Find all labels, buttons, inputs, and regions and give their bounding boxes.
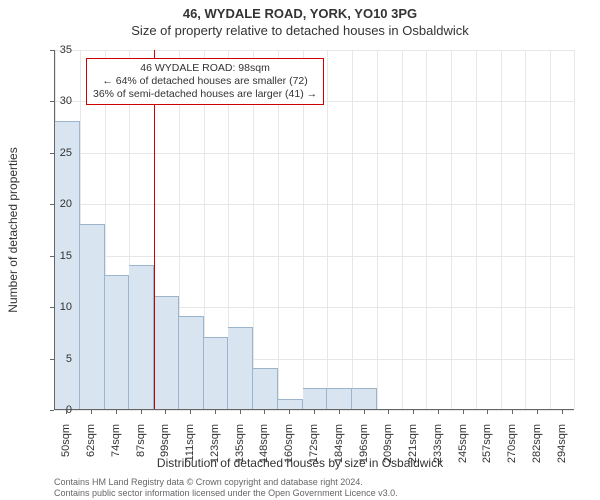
x-tick-label: 233sqm	[432, 424, 444, 464]
x-tick-label: 294sqm	[556, 424, 568, 464]
chart-container: { "titles": { "line1": "46, WYDALE ROAD,…	[0, 0, 600, 500]
x-tick-label: 99sqm	[159, 424, 171, 464]
gridline-v	[451, 50, 452, 409]
bar	[303, 388, 328, 409]
x-tick-label: 257sqm	[481, 424, 493, 464]
bar	[278, 399, 303, 409]
gridline-v	[574, 50, 575, 409]
y-tick-mark	[50, 101, 54, 102]
bar	[253, 368, 278, 409]
x-tick-mark	[66, 410, 67, 414]
bar	[327, 388, 352, 409]
x-tick-mark	[562, 410, 563, 414]
bar	[55, 121, 80, 409]
y-tick-mark	[50, 256, 54, 257]
gridline-h	[55, 256, 574, 257]
x-tick-label: 87sqm	[135, 424, 147, 464]
x-tick-mark	[141, 410, 142, 414]
gridline-v	[550, 50, 551, 409]
x-tick-label: 135sqm	[234, 424, 246, 464]
x-tick-mark	[314, 410, 315, 414]
x-tick-label: 123sqm	[209, 424, 221, 464]
bar	[204, 337, 229, 409]
x-tick-mark	[364, 410, 365, 414]
x-tick-mark	[512, 410, 513, 414]
x-tick-mark	[339, 410, 340, 414]
chart-subtitle: Size of property relative to detached ho…	[0, 21, 600, 38]
annotation-line: 36% of semi-detached houses are larger (…	[93, 88, 317, 101]
x-tick-label: 270sqm	[506, 424, 518, 464]
bar	[105, 275, 130, 409]
x-tick-mark	[116, 410, 117, 414]
gridline-v	[426, 50, 427, 409]
x-tick-mark	[165, 410, 166, 414]
gridline-v	[476, 50, 477, 409]
x-tick-mark	[264, 410, 265, 414]
x-tick-label: 282sqm	[531, 424, 543, 464]
bar	[80, 224, 105, 409]
y-tick-label: 0	[54, 404, 72, 416]
y-tick-mark	[50, 204, 54, 205]
x-tick-label: 148sqm	[258, 424, 270, 464]
bar	[228, 327, 253, 409]
y-tick-mark	[50, 307, 54, 308]
y-tick-label: 30	[54, 95, 72, 107]
x-tick-label: 62sqm	[85, 424, 97, 464]
y-tick-label: 35	[54, 44, 72, 56]
y-tick-mark	[50, 50, 54, 51]
y-tick-mark	[50, 359, 54, 360]
x-tick-label: 245sqm	[457, 424, 469, 464]
y-tick-label: 15	[54, 250, 72, 262]
x-tick-label: 184sqm	[333, 424, 345, 464]
bar	[129, 265, 154, 409]
x-tick-label: 160sqm	[283, 424, 295, 464]
x-tick-mark	[537, 410, 538, 414]
y-tick-label: 20	[54, 198, 72, 210]
x-tick-mark	[190, 410, 191, 414]
x-tick-mark	[240, 410, 241, 414]
footer-line-2: Contains public sector information licen…	[54, 488, 574, 499]
gridline-v	[377, 50, 378, 409]
y-tick-mark	[50, 410, 54, 411]
x-tick-mark	[413, 410, 414, 414]
x-tick-mark	[463, 410, 464, 414]
x-tick-label: 50sqm	[60, 424, 72, 464]
x-tick-label: 209sqm	[382, 424, 394, 464]
y-axis-label: Number of detached properties	[6, 147, 20, 312]
annotation-line: ← 64% of detached houses are smaller (72…	[93, 75, 317, 88]
gridline-h	[55, 153, 574, 154]
x-tick-label: 172sqm	[308, 424, 320, 464]
annotation-line: 46 WYDALE ROAD: 98sqm	[93, 62, 317, 75]
x-tick-label: 196sqm	[358, 424, 370, 464]
footer-line-1: Contains HM Land Registry data © Crown c…	[54, 477, 574, 488]
y-tick-mark	[50, 153, 54, 154]
x-tick-mark	[388, 410, 389, 414]
gridline-v	[327, 50, 328, 409]
x-tick-mark	[289, 410, 290, 414]
x-tick-mark	[487, 410, 488, 414]
x-tick-label: 221sqm	[407, 424, 419, 464]
bar	[179, 316, 204, 409]
x-tick-mark	[91, 410, 92, 414]
gridline-h	[55, 204, 574, 205]
bar	[154, 296, 179, 409]
annotation-box: 46 WYDALE ROAD: 98sqm← 64% of detached h…	[86, 58, 324, 105]
gridline-h	[55, 50, 574, 51]
x-tick-mark	[438, 410, 439, 414]
x-tick-label: 74sqm	[110, 424, 122, 464]
y-tick-label: 10	[54, 301, 72, 313]
gridline-v	[501, 50, 502, 409]
chart-title-address: 46, WYDALE ROAD, YORK, YO10 3PG	[0, 0, 600, 21]
y-tick-label: 5	[54, 353, 72, 365]
x-tick-label: 111sqm	[184, 424, 196, 464]
y-tick-label: 25	[54, 147, 72, 159]
bar	[352, 388, 377, 409]
gridline-v	[525, 50, 526, 409]
gridline-v	[352, 50, 353, 409]
x-tick-mark	[215, 410, 216, 414]
gridline-v	[402, 50, 403, 409]
